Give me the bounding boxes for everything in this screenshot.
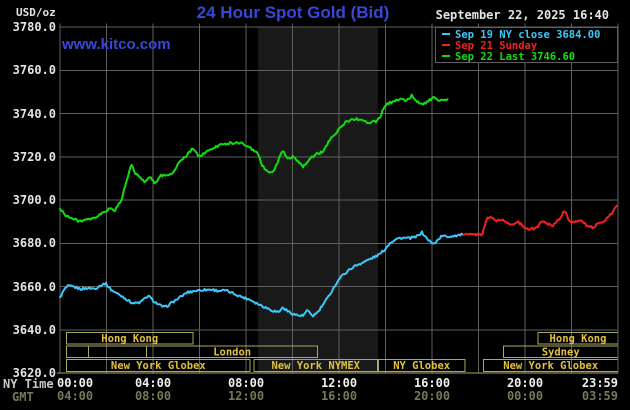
y-tick-label: 3620.0 bbox=[12, 366, 56, 380]
y-tick-label: 3780.0 bbox=[12, 20, 56, 34]
session-box-ny-globex bbox=[377, 359, 466, 372]
legend-label: Sep 19 NY close 3684.00 bbox=[455, 29, 601, 41]
kitco-watermark-link[interactable]: www.kitco.com bbox=[62, 36, 171, 53]
legend-item-sep22-last: Sep 22 Last 3746.60 bbox=[441, 52, 617, 63]
y-axis-unit-label: USD/oz bbox=[16, 6, 56, 19]
x-tick-label-gmt: 12:00 bbox=[227, 389, 265, 403]
session-box bbox=[66, 345, 89, 358]
series-line-sep-19-ny-close bbox=[59, 230, 464, 318]
legend-label: Sep 21 Sunday bbox=[455, 40, 538, 52]
x-tick-label-gmt: 04:00 bbox=[57, 389, 94, 403]
x-tick-label-nytime: 20:00 bbox=[506, 376, 544, 390]
x-tick-label-gmt: 16:00 bbox=[320, 389, 358, 403]
y-tick-label: 3640.0 bbox=[12, 322, 56, 337]
legend-swatch-green bbox=[442, 54, 450, 57]
x-tick-label-gmt: 03:59 bbox=[581, 389, 618, 403]
series-line-sep-21-sunday bbox=[462, 204, 618, 237]
x-tick-label-nytime: 00:00 bbox=[57, 376, 94, 390]
session-box-london bbox=[146, 345, 319, 358]
x-tick-label-nytime: 08:00 bbox=[227, 376, 265, 390]
y-tick-label: 3680.0 bbox=[12, 236, 56, 251]
legend: Sep 19 NY close 3684.00 Sep 21 Sunday Se… bbox=[435, 27, 618, 63]
session-label: New York Globex bbox=[503, 360, 599, 372]
session-box-new-york-globex bbox=[66, 359, 251, 372]
x-tick-label-gmt: 20:00 bbox=[413, 389, 451, 403]
session-label: Hong Kong bbox=[550, 333, 607, 345]
session-label: Sydney bbox=[542, 347, 581, 359]
session-label: London bbox=[213, 347, 251, 359]
y-tick-label: 3760.0 bbox=[12, 63, 56, 78]
legend-label: Sep 22 Last 3746.60 bbox=[455, 51, 576, 63]
x-tick-label-nytime: 23:59 bbox=[581, 376, 618, 390]
session-box-new-york-nymex bbox=[253, 359, 379, 372]
series-line-sep-22-last bbox=[59, 93, 449, 223]
legend-item-sep21-sunday: Sep 21 Sunday bbox=[441, 41, 617, 52]
x-axis-row-label-gmt: GMT bbox=[12, 390, 34, 404]
x-tick-label-nytime: 12:00 bbox=[320, 376, 358, 390]
y-tick-label: 3740.0 bbox=[12, 106, 56, 121]
y-tick-label: 3660.0 bbox=[12, 279, 56, 294]
y-tick-label: 3700.0 bbox=[12, 193, 56, 207]
x-tick-label-nytime: 04:00 bbox=[134, 376, 172, 390]
legend-swatch-red bbox=[442, 43, 450, 46]
legend-item-sep19-close: Sep 19 NY close 3684.00 bbox=[441, 30, 617, 41]
session-box bbox=[87, 345, 148, 358]
x-tick-label-gmt: 08:00 bbox=[134, 389, 172, 403]
session-label: New York NYMEX bbox=[271, 360, 360, 372]
session-box-hong-kong bbox=[66, 332, 194, 345]
session-label: NY Globex bbox=[393, 360, 451, 372]
chart-datetime: September 22, 2025 16:40 bbox=[435, 8, 609, 22]
x-tick-label-gmt: 00:00 bbox=[506, 389, 544, 403]
legend-swatch-blue bbox=[442, 32, 450, 35]
y-tick-label: 3720.0 bbox=[12, 149, 56, 164]
chart-title: 24 Hour Spot Gold (Bid) bbox=[196, 3, 390, 22]
session-label: Hong Kong bbox=[101, 333, 158, 345]
x-axis-row-label-nytime: NY Time bbox=[3, 377, 54, 391]
session-label: New York Globex bbox=[111, 360, 207, 372]
x-tick-label-nytime: 16:00 bbox=[413, 376, 451, 390]
